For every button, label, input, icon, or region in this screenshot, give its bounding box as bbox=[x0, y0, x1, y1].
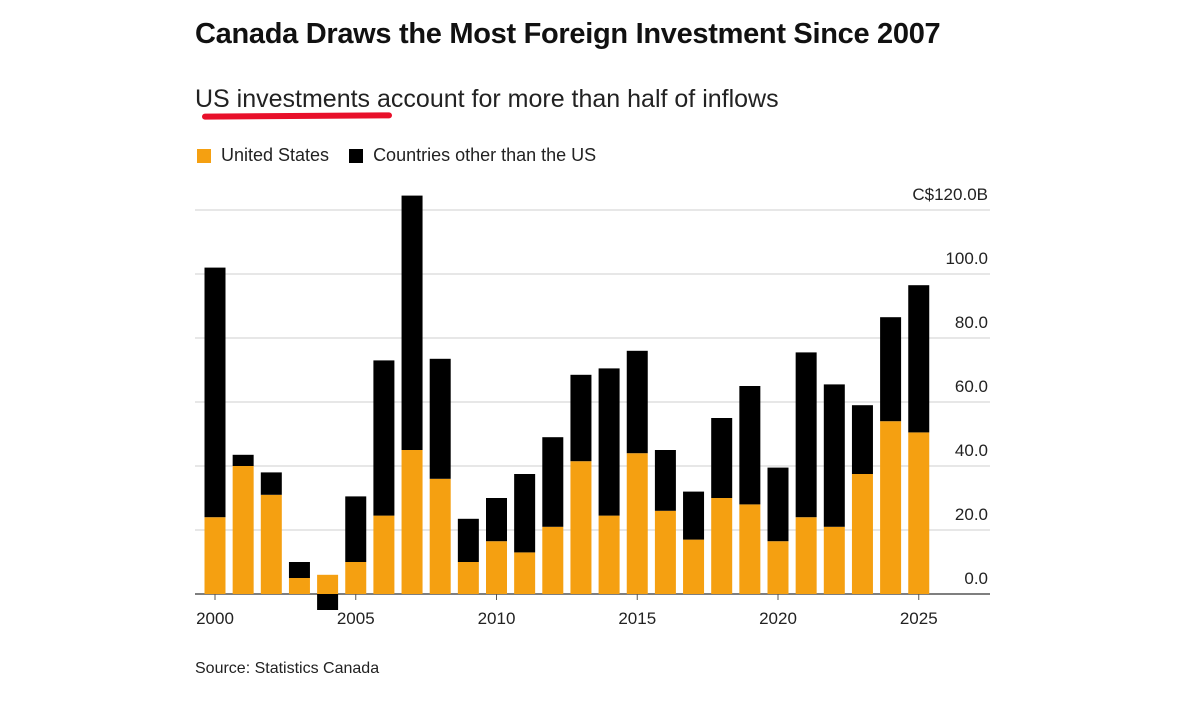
bar-us-2008 bbox=[429, 478, 451, 594]
bar-other-2015 bbox=[626, 350, 648, 454]
bar-us-2003 bbox=[288, 578, 310, 594]
bar-other-2000 bbox=[204, 267, 226, 518]
chart-legend: United States Countries other than the U… bbox=[197, 145, 596, 166]
bar-other-2008 bbox=[429, 358, 451, 479]
bar-us-2005 bbox=[345, 562, 367, 594]
source-note: Source: Statistics Canada bbox=[195, 660, 380, 677]
bar-other-2022 bbox=[823, 384, 845, 527]
bar-us-2009 bbox=[457, 562, 479, 594]
subtitle-rest: account for more than half of inflows bbox=[370, 85, 779, 113]
x-tick-label: 2025 bbox=[900, 609, 938, 628]
bar-us-2019 bbox=[739, 504, 761, 594]
bar-other-2002 bbox=[260, 472, 282, 495]
bar-us-2017 bbox=[683, 539, 705, 594]
x-tick-label: 2020 bbox=[759, 609, 797, 628]
bar-other-2023 bbox=[851, 405, 873, 474]
y-tick-label: 0.0 bbox=[964, 569, 988, 588]
bar-us-2012 bbox=[542, 526, 564, 594]
y-axis-labels: 0.0 20.0 40.0 60.0 80.0 100.0 C$120.0B bbox=[912, 185, 988, 588]
bar-other-2009 bbox=[457, 518, 479, 562]
bar-us-2020 bbox=[767, 541, 789, 594]
bar-us-2001 bbox=[232, 466, 254, 594]
bar-us-2010 bbox=[486, 541, 507, 594]
bar-other-2014 bbox=[598, 368, 620, 516]
bar-other-2006 bbox=[373, 360, 395, 516]
bar-us-2007 bbox=[401, 450, 423, 594]
bar-other-2020 bbox=[767, 467, 789, 542]
y-tick-label: C$120.0B bbox=[912, 185, 988, 204]
bar-us-2025 bbox=[908, 432, 930, 594]
x-axis-labels: 2000 2005 2010 2015 2020 2025 bbox=[196, 594, 938, 628]
bar-us-2006 bbox=[373, 515, 395, 594]
bar-other-2013 bbox=[570, 374, 592, 462]
bars bbox=[204, 195, 930, 610]
subtitle-highlight: US investments bbox=[195, 85, 371, 113]
bar-other-2021 bbox=[795, 352, 817, 518]
bar-other-2025 bbox=[908, 285, 930, 433]
bar-us-2011 bbox=[514, 552, 536, 594]
legend-label-other: Countries other than the US bbox=[373, 145, 597, 165]
bar-us-2016 bbox=[654, 510, 676, 594]
y-tick-label: 100.0 bbox=[945, 249, 988, 268]
bar-other-2017 bbox=[683, 491, 705, 540]
y-tick-label: 20.0 bbox=[955, 505, 988, 524]
legend-swatch-other bbox=[349, 148, 364, 163]
chart-subtitle: US investments account for more than hal… bbox=[195, 85, 779, 114]
bar-other-2003 bbox=[288, 562, 310, 578]
legend-item-other: Countries other than the US bbox=[349, 145, 596, 166]
bar-us-2014 bbox=[598, 515, 620, 594]
y-tick-label: 40.0 bbox=[955, 441, 988, 460]
bar-other-2012 bbox=[542, 437, 564, 527]
y-tick-label: 60.0 bbox=[955, 377, 988, 396]
bar-us-2004 bbox=[317, 574, 339, 594]
bar-us-2024 bbox=[880, 421, 902, 594]
chart-title: Canada Draws the Most Foreign Investment… bbox=[195, 18, 941, 50]
bar-other-2007 bbox=[401, 195, 423, 450]
bar-other-2024 bbox=[880, 317, 902, 422]
legend-swatch-us bbox=[197, 148, 211, 163]
bar-us-2022 bbox=[823, 526, 845, 594]
bar-us-2021 bbox=[795, 517, 817, 594]
bar-us-2002 bbox=[260, 494, 282, 594]
bar-other-2010 bbox=[486, 498, 507, 542]
bar-other-2004 bbox=[317, 594, 339, 610]
bar-other-2011 bbox=[514, 474, 536, 553]
bar-other-2001 bbox=[232, 454, 254, 466]
x-tick-label: 2010 bbox=[478, 609, 516, 628]
bar-other-2019 bbox=[739, 386, 761, 505]
bar-other-2018 bbox=[711, 418, 733, 498]
x-tick-label: 2015 bbox=[618, 609, 656, 628]
bar-us-2015 bbox=[626, 453, 648, 594]
y-tick-label: 80.0 bbox=[955, 313, 988, 332]
legend-label-us: United States bbox=[221, 145, 330, 165]
bar-other-2005 bbox=[345, 496, 367, 562]
bar-us-2023 bbox=[851, 474, 873, 594]
x-tick-label: 2005 bbox=[337, 609, 375, 628]
x-tick-label: 2000 bbox=[196, 609, 234, 628]
bar-us-2018 bbox=[711, 498, 733, 594]
bar-other-2016 bbox=[654, 450, 676, 511]
bar-us-2013 bbox=[570, 461, 592, 594]
bar-us-2000 bbox=[204, 517, 226, 594]
legend-item-us: United States bbox=[197, 145, 329, 166]
